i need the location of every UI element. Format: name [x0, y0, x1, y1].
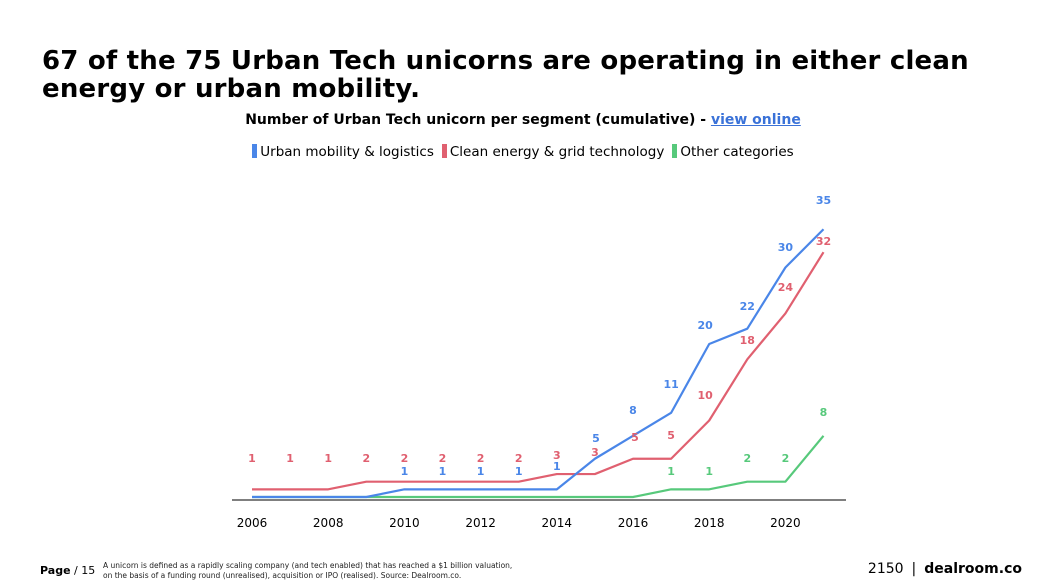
legend-label-1: Clean energy & grid technology	[449, 144, 665, 160]
legend-label-0: Urban mobility & logistics	[260, 144, 434, 160]
data-label: 24	[778, 281, 794, 294]
data-label: 32	[816, 235, 831, 248]
data-label: 1	[553, 460, 561, 473]
data-label: 22	[740, 300, 755, 313]
x-tick-label: 2008	[313, 516, 344, 530]
brand-2150: 2150	[867, 561, 904, 577]
data-label: 10	[698, 389, 714, 402]
data-label: 1	[401, 465, 409, 478]
x-tick-label: 2010	[389, 516, 420, 530]
data-label: 1	[286, 452, 294, 465]
series-line-0	[252, 228, 825, 499]
data-label: 1	[477, 465, 485, 478]
footnote-line-2: on the basis of a funding round (unreali…	[103, 571, 462, 580]
data-label: 35	[816, 194, 831, 207]
data-label: 2	[782, 452, 790, 465]
page-indicator: Page / 15	[40, 564, 95, 577]
data-label: 1	[515, 465, 523, 478]
chart-title-text: Number of Urban Tech unicorn per segment…	[245, 112, 711, 128]
data-label: 11	[663, 378, 678, 391]
brand-dealroom: dealroom.co	[924, 561, 1022, 577]
page-headline: 67 of the 75 Urban Tech unicorns are ope…	[42, 46, 969, 104]
data-label: 8	[820, 406, 828, 419]
footnote-line-1: A unicorn is defined as a rapidly scalin…	[103, 561, 513, 570]
brand-logos: 2150 | dealroom.co	[868, 561, 1022, 577]
data-label: 2	[362, 452, 370, 465]
page-number: / 15	[74, 564, 96, 577]
data-label: 8	[629, 404, 637, 417]
x-tick-label: 2012	[465, 516, 496, 530]
data-label: 2	[439, 452, 447, 465]
x-tick-label: 2020	[770, 516, 801, 530]
x-tick-label: 2014	[542, 516, 573, 530]
legend-swatch-2	[672, 144, 678, 158]
x-tick-label: 2016	[618, 516, 649, 530]
data-label: 1	[705, 465, 713, 478]
data-label: 3	[591, 446, 599, 459]
legend-swatch-0	[252, 144, 258, 158]
x-tick-label: 2018	[694, 516, 725, 530]
x-tick-label: 2006	[237, 516, 268, 530]
data-label: 5	[631, 431, 639, 444]
legend-item-0: Urban mobility & logistics	[252, 144, 434, 160]
legend-item-2: Other categories	[672, 144, 794, 160]
data-label: 5	[667, 429, 675, 442]
data-label: 2	[401, 452, 409, 465]
legend-label-2: Other categories	[680, 144, 794, 160]
data-label: 2	[477, 452, 485, 465]
view-online-link[interactable]: view online	[710, 112, 801, 128]
data-label: 30	[778, 241, 794, 254]
data-label: 3	[553, 449, 561, 462]
chart-title: Number of Urban Tech unicorn per segment…	[0, 112, 1046, 128]
data-label: 2	[743, 452, 751, 465]
data-label: 20	[698, 319, 714, 332]
series-line-1	[252, 251, 825, 491]
data-label: 1	[324, 452, 332, 465]
data-label: 1	[667, 465, 675, 478]
legend-item-1: Clean energy & grid technology	[441, 144, 665, 160]
chart-legend: Urban mobility & logistics Clean energy &…	[0, 144, 1046, 160]
legend-swatch-1	[441, 144, 447, 158]
footnote: A unicorn is defined as a rapidly scalin…	[103, 561, 512, 581]
data-label: 18	[740, 334, 755, 347]
data-label: 5	[592, 432, 600, 445]
data-label: 1	[248, 452, 256, 465]
data-label: 1	[439, 465, 447, 478]
data-label: 2	[515, 452, 523, 465]
page-label: Page	[40, 564, 71, 577]
brand-separator: |	[911, 561, 917, 577]
